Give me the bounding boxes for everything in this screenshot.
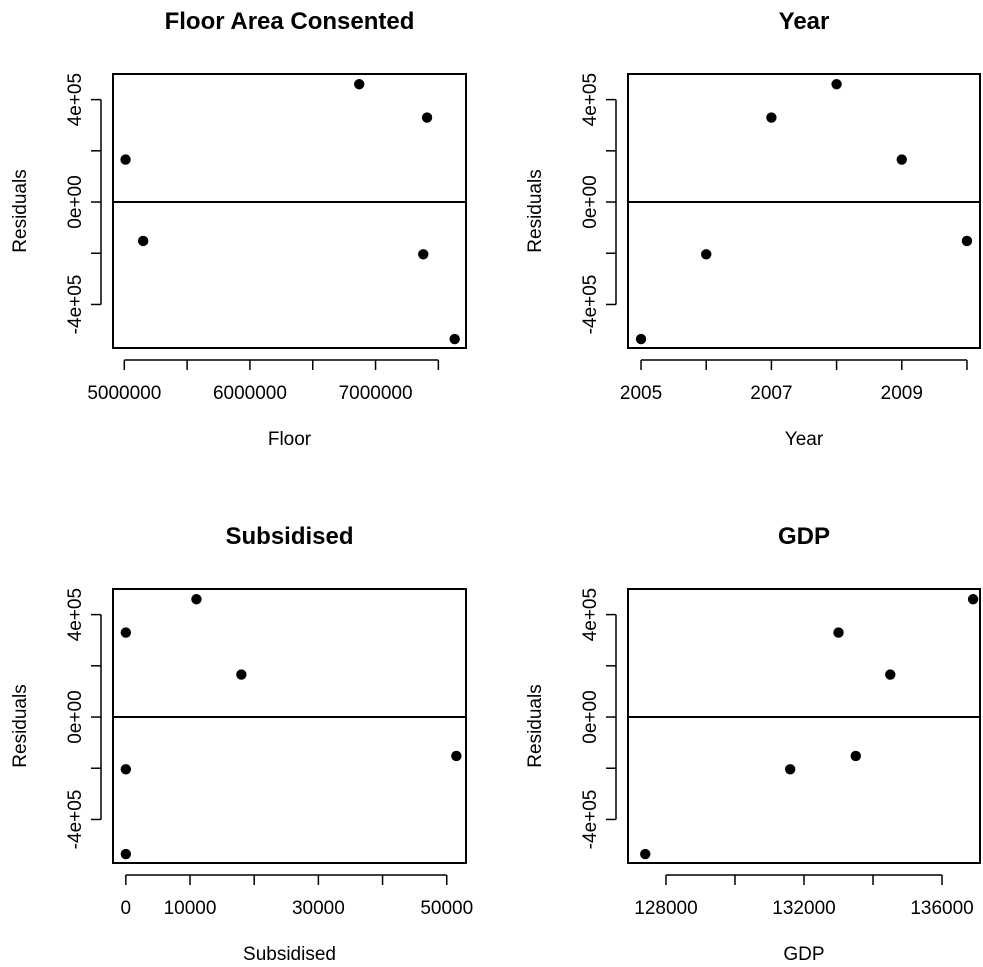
x-tick-label: 50000 [420,898,473,919]
data-point [418,249,429,260]
x-tick-label: 136000 [910,898,973,919]
chart-title: Subsidised [225,523,353,550]
plot-panel: Year 2005 2007 2009 Year -4e+05 0e+00 4e+05 Resi… [525,8,981,450]
chart-title: GDP [778,523,830,550]
y-tick-label: -4e+05 [65,275,86,335]
x-tick-label: 2009 [881,383,923,404]
y-tick-label: -4e+05 [65,790,86,850]
x-tick-label: 5000000 [87,383,161,404]
chart-title: Floor Area Consented [165,8,415,35]
x-tick-label: 132000 [772,898,835,919]
data-point [635,333,647,345]
data-point [640,848,651,860]
x-axis-label: GDP [783,944,824,965]
data-point [885,669,896,680]
y-axis-label: Residuals [525,684,546,767]
x-tick-label: 128000 [634,898,697,919]
data-point [120,764,132,775]
y-tick-label: 0e+00 [580,175,601,228]
x-tick-label: 30000 [292,898,345,919]
plot-frame [627,73,981,349]
data-point [451,750,462,762]
data-point [191,594,202,605]
y-tick-label: 0e+00 [65,690,86,743]
data-point [833,627,844,638]
y-tick-label: 4e+05 [65,588,86,641]
x-tick-label: 2007 [750,383,792,404]
y-tick-label: 0e+00 [65,175,86,228]
y-axis-label: Residuals [525,169,546,252]
plot-panel: Floor Area Consented 5000000 6000000 700000… [10,8,467,450]
chart-title: Year [779,8,830,35]
x-axis-label: Year [785,429,824,450]
y-tick-label: -4e+05 [580,275,601,335]
data-point [961,235,973,247]
data-point [896,154,907,165]
data-point [120,154,131,165]
y-axis-label: Residuals [10,169,31,252]
y-tick-label: 4e+05 [65,73,86,126]
x-tick-label: 2005 [620,383,662,404]
x-tick-label: 7000000 [339,383,413,404]
data-point [137,235,149,247]
x-tick-label: 0 [121,898,132,919]
data-point [236,669,247,680]
data-point [120,627,132,638]
y-axis-label: Residuals [10,684,31,767]
data-point [354,79,365,90]
data-point [449,333,460,345]
plot-frame [112,73,467,349]
data-point [850,750,861,762]
x-tick-label: 6000000 [213,383,287,404]
data-point [766,112,777,123]
data-point [967,594,979,605]
plot-panel: GDP 128000 132000 136000 GDP -4e+05 0e+00 4e+05… [525,523,981,965]
y-tick-label: 4e+05 [580,588,601,641]
x-tick-label: 10000 [164,898,217,919]
y-tick-label: 0e+00 [580,690,601,743]
x-axis-label: Floor [268,429,312,450]
plot-panel: Subsidised 0 10000 30000 50000 Subsidised -4e+… [10,523,473,965]
data-point [831,79,842,90]
y-tick-label: -4e+05 [580,790,601,850]
data-point [120,848,132,860]
plot-frame [112,588,467,864]
data-point [421,112,433,123]
data-point [701,249,712,260]
y-tick-label: 4e+05 [580,73,601,126]
plot-frame [627,588,981,864]
data-point [784,764,796,775]
x-axis-label: Subsidised [243,944,336,965]
